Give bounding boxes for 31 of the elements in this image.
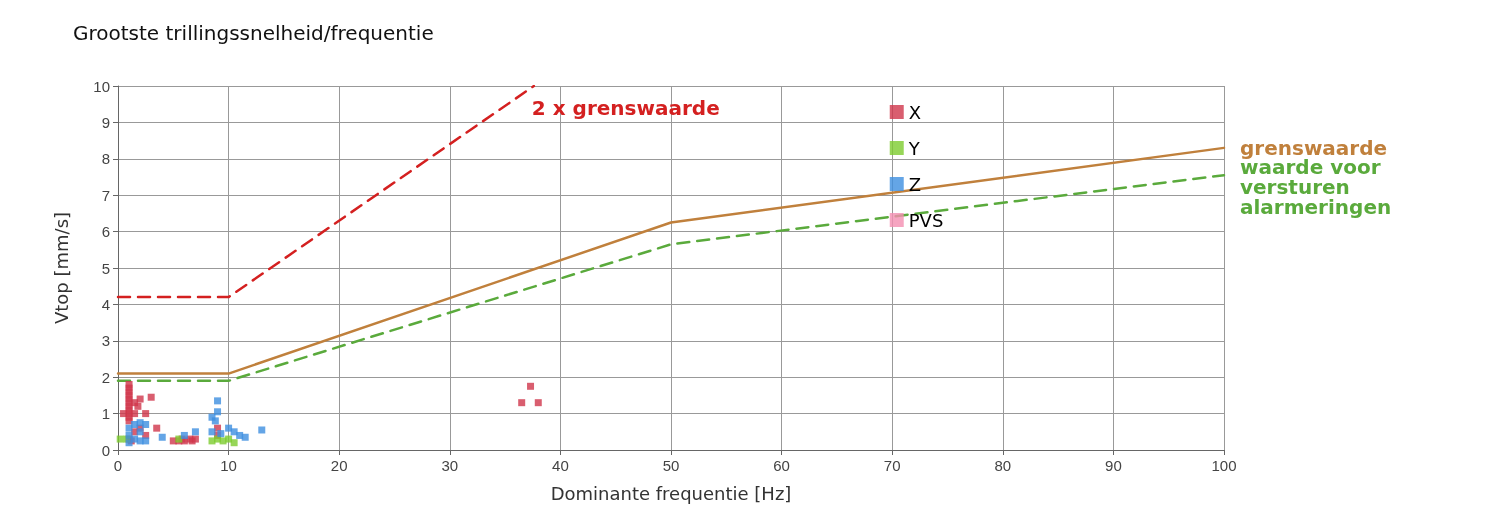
x-tick-label: 90 [1105,457,1122,474]
y-tick-label: 1 [101,405,110,423]
legend-label: Z [908,173,922,195]
y-tick-label: 8 [101,150,110,168]
x-tick-label: 40 [552,457,569,474]
y-tick-label: 4 [101,295,110,313]
x-tick-label: 50 [662,457,680,474]
y-tick-label: 2 [101,368,110,386]
x-axis-title: Dominante frequentie [Hz] [550,482,792,504]
series-label: grenswaarde [1240,135,1388,160]
y-tick-label: 7 [101,186,110,204]
x-tick-label: 30 [441,457,459,474]
y-tick-label: 3 [101,332,110,350]
series-label: 2 x grenswaarde [531,96,720,120]
chart-title: Grootste trillingssnelheid/frequentie [73,21,434,45]
y-axis-title: Vtop [mm/s] [50,211,72,325]
x-tick-label: 10 [220,457,237,474]
x-tick-label: 0 [113,457,123,474]
legend-label: PVS [908,209,944,231]
x-tick-label: 100 [1211,457,1237,474]
legend-label: Y [907,137,921,159]
x-tick-label: 80 [994,457,1012,474]
legend-label: X [908,101,922,123]
y-tick-label: 10 [93,77,110,95]
y-tick-label: 0 [101,441,110,459]
x-tick-label: 70 [883,457,901,474]
y-tick-label: 6 [101,223,110,241]
y-tick-label: 5 [101,259,110,277]
x-tick-label: 60 [773,457,790,474]
y-tick-label: 9 [101,113,110,131]
x-tick-label: 20 [330,457,348,474]
